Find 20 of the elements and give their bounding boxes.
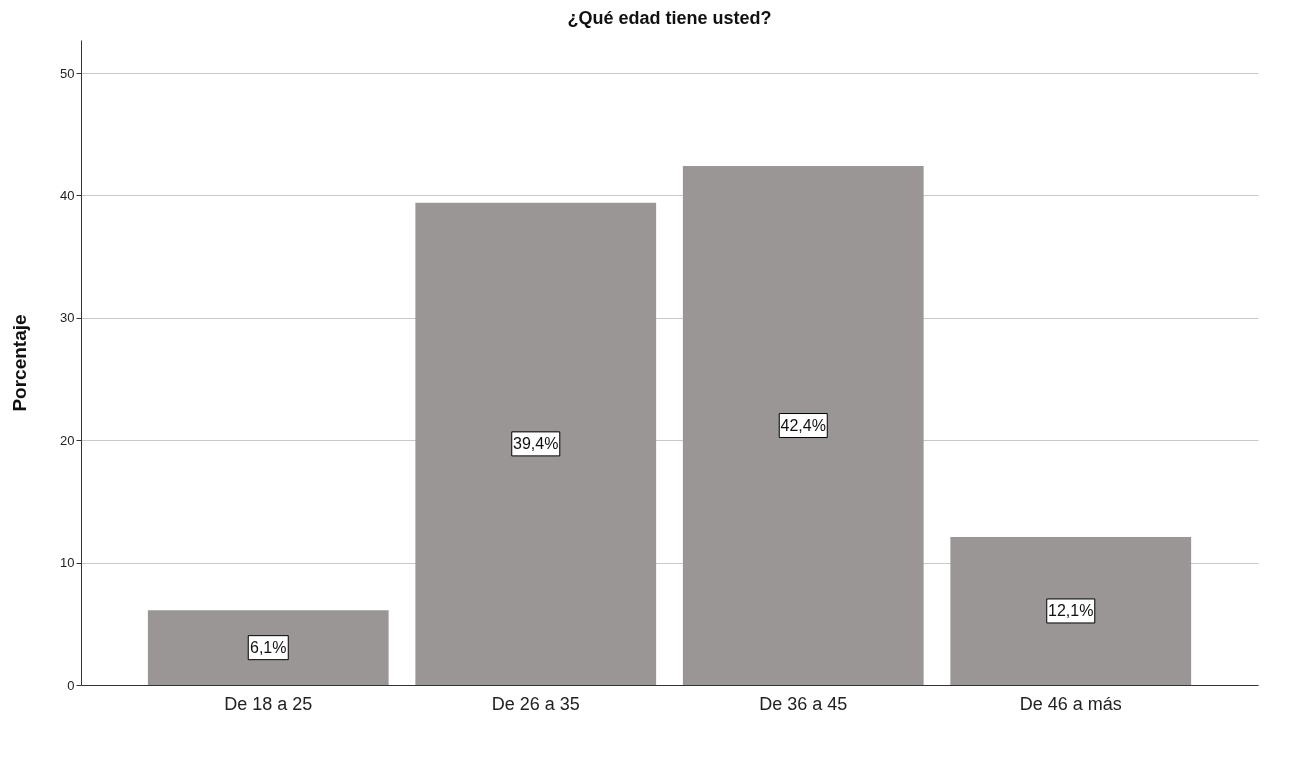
y-tick-label: 40 [60,187,75,203]
y-tick-label: 10 [60,555,75,571]
data-label: 6,1% [250,638,287,656]
y-tick-label: 50 [60,65,75,81]
x-tick-label: De 18 a 25 [224,693,313,714]
bar [682,166,924,685]
bar [147,610,389,685]
y-tick-label: 0 [67,677,75,693]
data-label: 12,1% [1048,601,1094,619]
y-tick-label: 20 [60,432,75,448]
y-tick-label: 30 [60,310,75,326]
data-label: 39,4% [513,434,559,452]
bar [415,202,657,685]
bar [950,536,1192,685]
y-axis-title: Porcentaje [9,314,31,412]
chart-title: ¿Qué edad tiene usted? [567,8,772,28]
x-tick-label: De 46 a más [1019,693,1122,714]
data-label: 42,4% [780,416,826,434]
x-tick-label: De 26 a 35 [491,693,580,714]
x-tick-label: De 36 a 45 [759,693,848,714]
